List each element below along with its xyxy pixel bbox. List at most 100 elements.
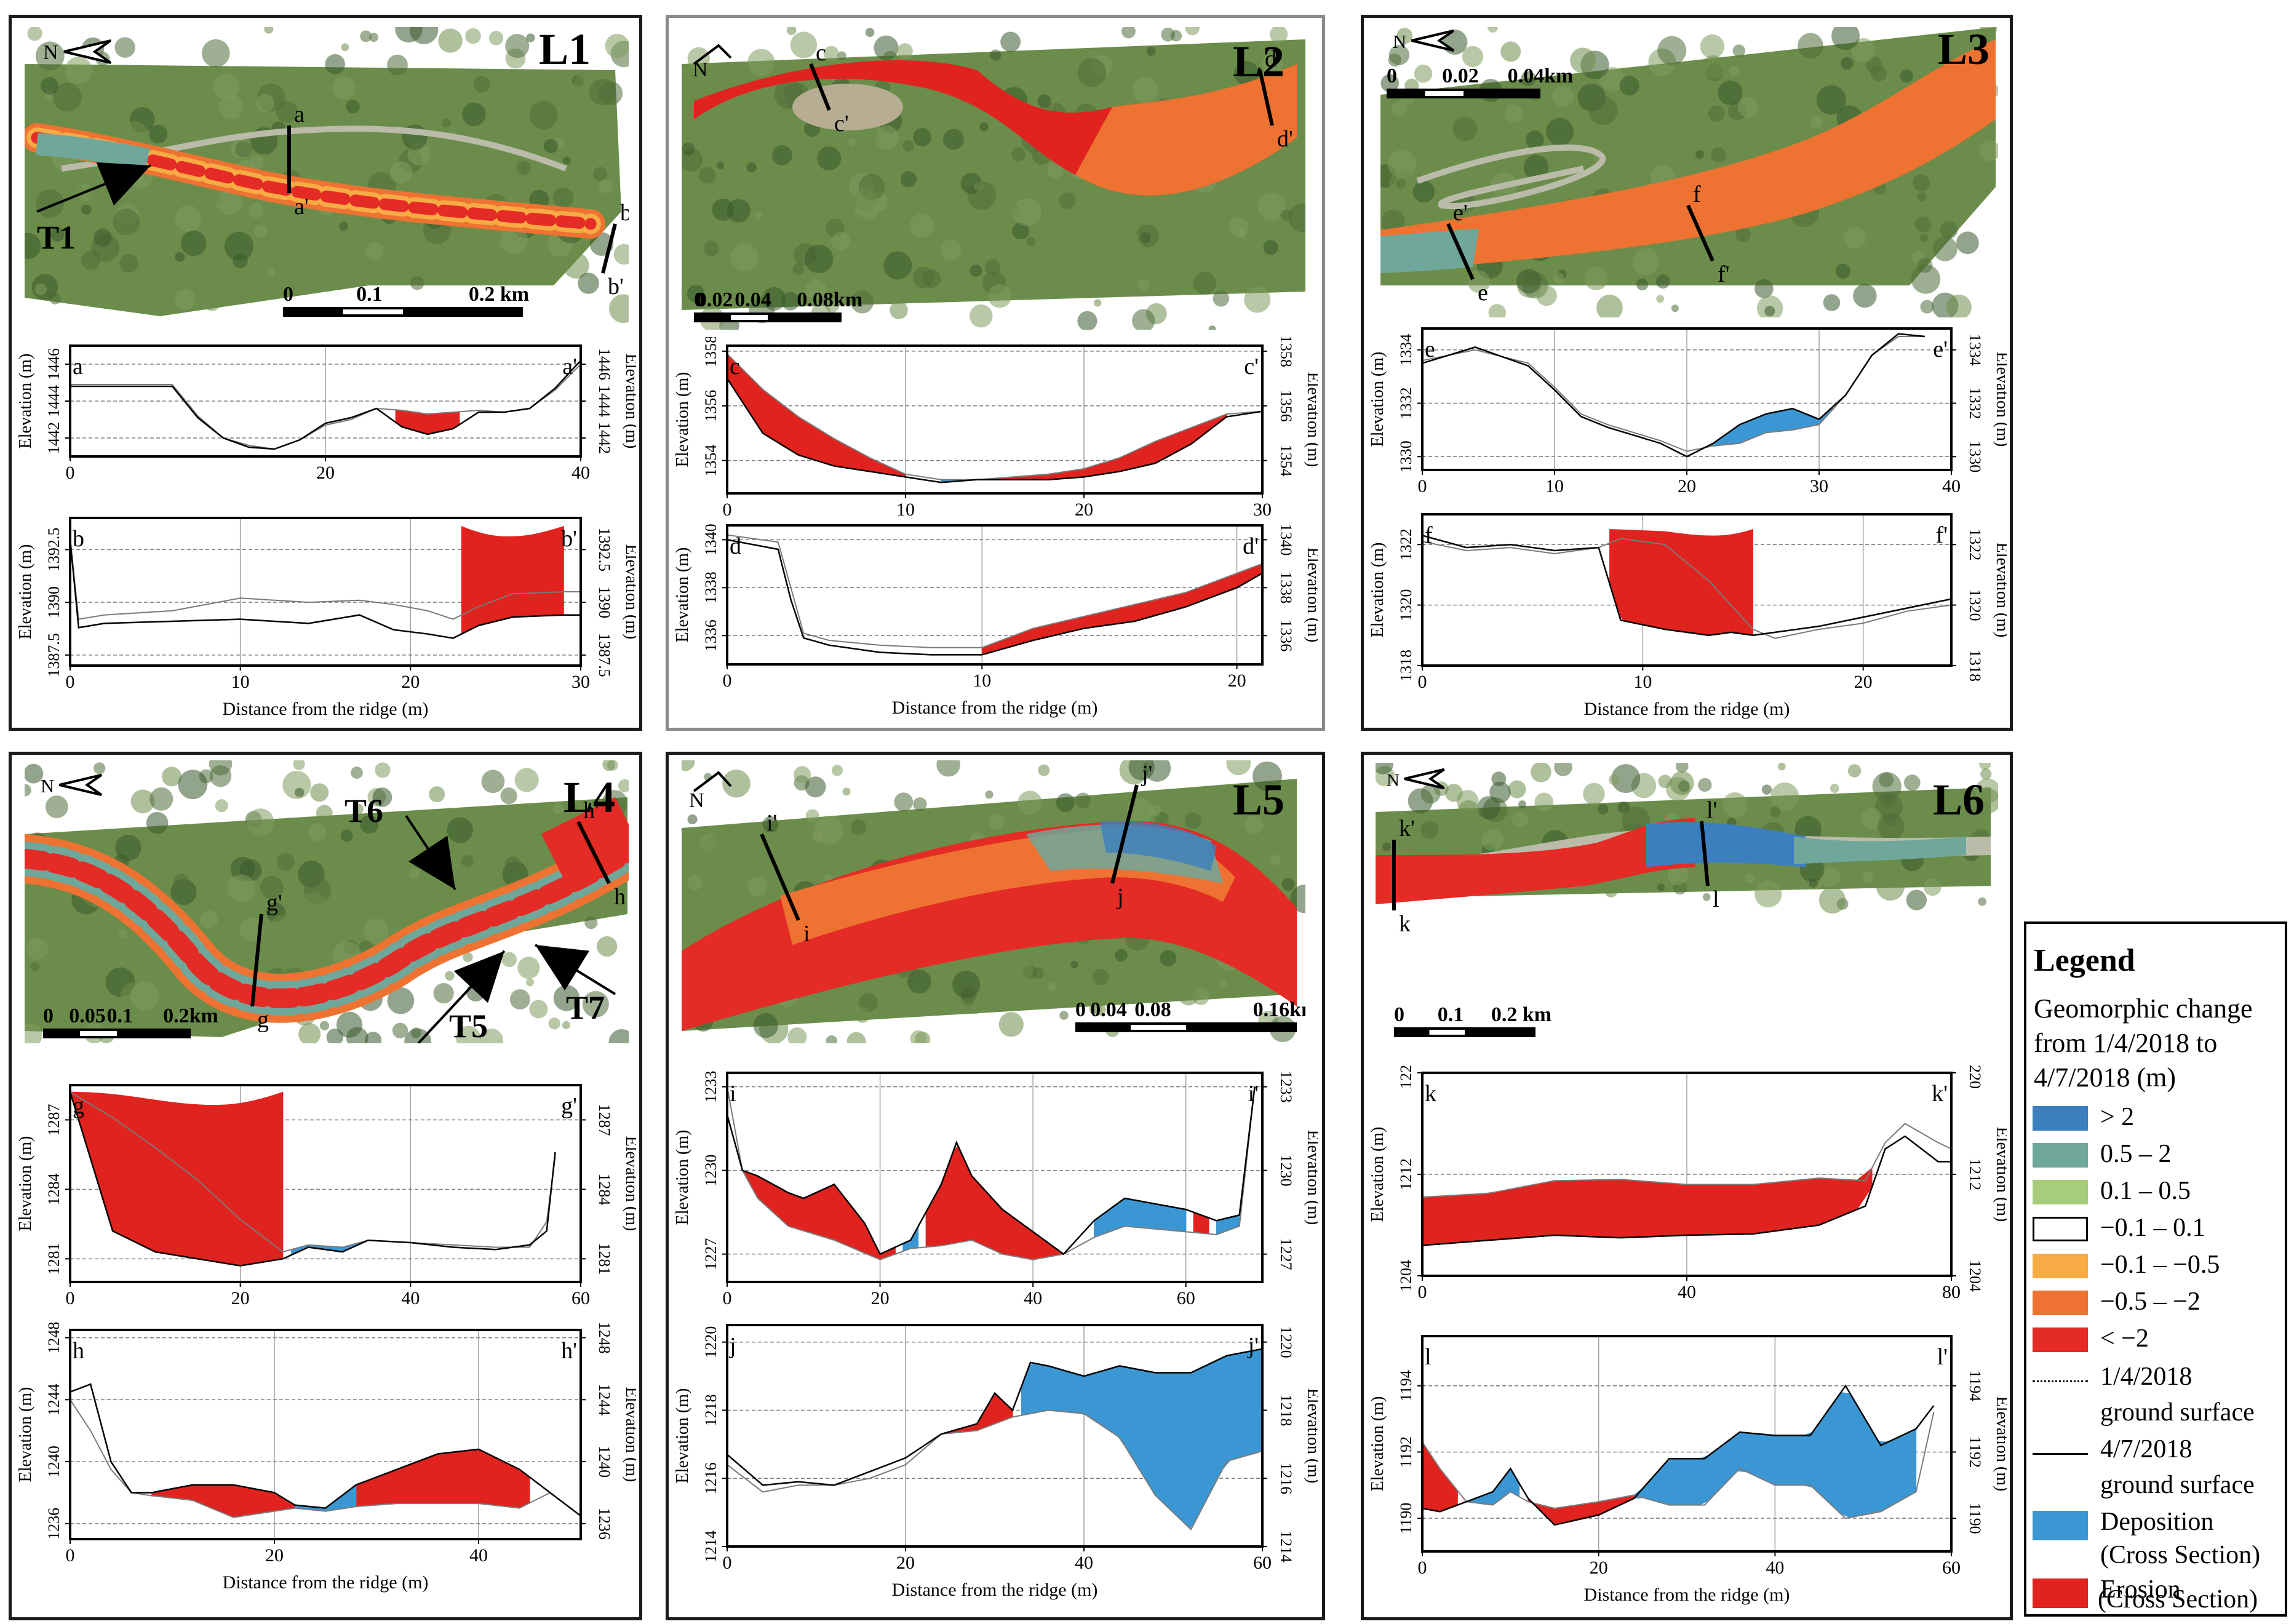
vegetation-texture — [1737, 97, 1759, 118]
vegetation-texture — [239, 917, 263, 942]
vegetation-texture — [1132, 309, 1155, 330]
channel-change — [1646, 822, 1806, 867]
section-start-label: c — [730, 354, 740, 380]
x-tick-label: 0 — [723, 500, 732, 520]
vegetation-texture — [1584, 266, 1608, 291]
vegetation-texture — [578, 273, 599, 294]
vegetation-texture — [1077, 311, 1097, 330]
legend-fill-label-2: (Cross Section) — [2100, 1541, 2261, 1569]
vegetation-texture — [316, 805, 333, 822]
vegetation-texture — [1092, 968, 1109, 985]
vegetation-texture — [1000, 31, 1021, 52]
vegetation-texture — [682, 218, 703, 245]
vegetation-texture — [1139, 232, 1151, 244]
y-tick-label: 1233 — [702, 1071, 720, 1103]
x-axis-label: Distance from the ridge (m) — [892, 698, 1098, 718]
vegetation-texture — [514, 768, 539, 792]
arrow-icon — [96, 162, 151, 206]
vegetation-texture — [50, 227, 65, 242]
vegetation-texture — [1137, 278, 1150, 291]
vegetation-texture — [913, 128, 932, 147]
vegetation-texture — [41, 77, 58, 95]
vegetation-texture — [602, 760, 615, 771]
vegetation-texture — [1801, 260, 1818, 277]
section-line — [1110, 784, 1139, 884]
vegetation-texture — [687, 814, 698, 824]
vegetation-texture — [1819, 866, 1841, 888]
vegetation-texture — [722, 138, 739, 156]
vegetation-texture — [874, 125, 899, 150]
profile-svg: 0 20 40 60 1227 1227 1230 1230 1233 1233 Elevation… — [673, 1071, 1323, 1308]
vegetation-texture — [1049, 807, 1058, 816]
profile-g: 0 20 40 60 1281 1281 1284 1284 1287 1287 Elevation… — [15, 1077, 641, 1310]
vegetation-texture — [146, 811, 169, 834]
legend-erosion: Erosion — [2033, 1575, 2248, 1618]
section-label: j — [1116, 884, 1124, 910]
vegetation-texture — [1658, 774, 1672, 789]
vegetation-texture — [1979, 140, 1998, 162]
vegetation-texture — [1553, 273, 1564, 284]
vegetation-texture — [1636, 278, 1649, 291]
vegetation-texture — [794, 766, 811, 784]
vegetation-texture — [387, 886, 398, 897]
y-tick-label: 1340 — [702, 523, 720, 555]
vegetation-texture — [479, 1029, 504, 1043]
x-tick-label: 40 — [401, 1288, 420, 1308]
x-tick-label: 10 — [973, 671, 991, 691]
legend-class-1: > 2 — [2033, 1102, 2248, 1139]
legend-class-label: −0.5 – −2 — [2100, 1288, 2200, 1316]
y-tick-label-right: 1214 — [1277, 1530, 1295, 1562]
arrow-label: T7 — [566, 989, 605, 1026]
profile-svg: 0 10 20 1318 1318 1320 1320 1322 1322 Elevation (… — [1368, 513, 2012, 719]
vegetation-texture — [500, 787, 517, 805]
vegetation-texture — [326, 1029, 344, 1043]
vegetation-texture — [585, 199, 598, 212]
x-tick-label: 20 — [401, 672, 420, 692]
vegetation-texture — [1089, 1002, 1102, 1016]
vegetation-texture — [727, 199, 751, 223]
y-tick-label: 1190 — [1397, 1503, 1415, 1534]
vegetation-texture — [1380, 74, 1399, 93]
y-tick-label: 1444 — [45, 385, 63, 417]
y-tick-label: 1338 — [702, 571, 720, 603]
scale-bar-segment — [1131, 1025, 1186, 1030]
profile-svg: 0 10 20 30 1354 1354 1356 1356 1358 1358 Elevation… — [673, 335, 1323, 520]
y-tick-label: 1248 — [45, 1322, 63, 1354]
y-tick-label-right: 1446 — [595, 348, 613, 380]
vegetation-texture — [618, 779, 629, 792]
vegetation-texture — [688, 875, 703, 890]
vegetation-texture — [1835, 263, 1850, 279]
vegetation-texture — [1904, 774, 1921, 791]
vegetation-texture — [174, 289, 196, 310]
y-tick-label: 1281 — [45, 1243, 63, 1275]
channel-change — [25, 843, 629, 1008]
vegetation-texture — [562, 156, 571, 165]
legend-swatch — [2033, 1511, 2088, 1540]
section-end-label: b' — [561, 526, 577, 552]
vegetation-texture — [159, 240, 167, 248]
vegetation-texture — [988, 813, 1005, 830]
x-axis-label: Distance from the ridge (m) — [1584, 699, 1790, 719]
scale-bar-segment — [80, 1031, 117, 1036]
y-tick-label-right: 1230 — [1277, 1155, 1295, 1187]
y-tick-label-right: 1190 — [1966, 1503, 1984, 1534]
scale-tick-label: 0 — [1075, 998, 1086, 1021]
vegetation-texture — [936, 760, 961, 777]
vegetation-texture — [1523, 154, 1549, 180]
vegetation-texture — [25, 233, 41, 260]
vegetation-texture — [1915, 216, 1932, 233]
vegetation-texture — [1583, 782, 1605, 805]
vegetation-texture — [1667, 864, 1688, 885]
vegetation-texture — [300, 892, 328, 920]
vegetation-texture — [509, 989, 530, 1010]
vegetation-texture — [874, 35, 899, 60]
vegetation-texture — [1038, 764, 1050, 776]
x-tick-label: 0 — [1418, 476, 1427, 496]
vegetation-texture — [487, 871, 502, 886]
map-svg: N L2 c c' d d' 00.02 0.04 0.08km — [682, 27, 1305, 330]
vegetation-texture — [1840, 57, 1854, 70]
x-tick-label: 20 — [316, 463, 335, 483]
x-tick-label: 10 — [1633, 672, 1652, 692]
vegetation-texture — [45, 795, 68, 818]
x-tick-label: 20 — [1075, 500, 1093, 520]
